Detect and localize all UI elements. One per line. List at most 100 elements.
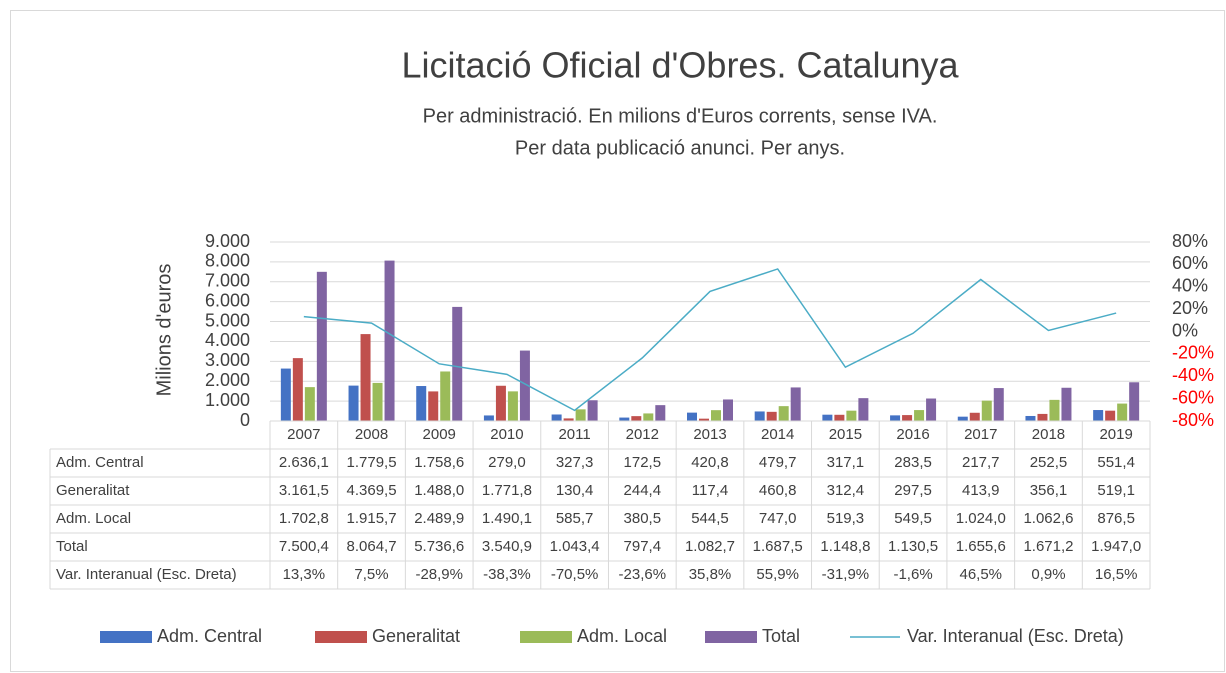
table-cell: 35,8% xyxy=(689,566,732,583)
bar xyxy=(981,400,992,421)
legend-label: Total xyxy=(762,626,800,646)
table-cell: -31,9% xyxy=(822,566,870,583)
bar xyxy=(643,413,654,421)
bar xyxy=(1117,403,1128,421)
legend-label: Var. Interanual (Esc. Dreta) xyxy=(907,626,1124,646)
legend-swatch xyxy=(100,631,152,643)
x-tick-label: 2012 xyxy=(626,426,659,443)
bar xyxy=(416,386,427,421)
bar xyxy=(655,405,666,421)
bar xyxy=(754,411,765,421)
table-cell: 130,4 xyxy=(556,482,594,499)
bar xyxy=(822,414,833,421)
table-cell: 1.043,4 xyxy=(550,538,600,555)
y-tick-label: 3.000 xyxy=(205,350,250,370)
table-cell: 5.736,6 xyxy=(414,538,464,555)
table-cell: 55,9% xyxy=(756,566,799,583)
bar xyxy=(619,417,630,421)
table-cell: 244,4 xyxy=(624,482,662,499)
bar xyxy=(575,409,586,421)
x-tick-label: 2015 xyxy=(829,426,862,443)
bar xyxy=(304,387,315,421)
y-tick-label: 5.000 xyxy=(205,310,250,330)
legend-swatch xyxy=(315,631,367,643)
y-tick-label: 7.000 xyxy=(205,271,250,291)
x-tick-label: 2009 xyxy=(423,426,456,443)
table-row-label: Generalitat xyxy=(56,482,130,499)
table-cell: 460,8 xyxy=(759,482,797,499)
table-cell: 172,5 xyxy=(624,454,662,471)
y-tick-label: 0 xyxy=(240,410,250,430)
bar xyxy=(551,414,562,421)
legend-label: Adm. Local xyxy=(577,626,667,646)
x-tick-label: 2011 xyxy=(558,426,590,443)
bar xyxy=(993,388,1004,421)
y-tick-label: 9.000 xyxy=(205,231,250,251)
table-cell: 7,5% xyxy=(354,566,388,583)
bar xyxy=(587,400,598,421)
bar xyxy=(1093,410,1104,421)
bar xyxy=(926,398,937,421)
bar xyxy=(902,415,913,421)
table-cell: 420,8 xyxy=(691,454,729,471)
table-cell: 2.489,9 xyxy=(414,510,464,527)
table-cell: 3.161,5 xyxy=(279,482,329,499)
bar xyxy=(440,371,451,421)
y2-tick-label: -80% xyxy=(1172,410,1214,430)
bar xyxy=(292,358,303,421)
table-cell: 1.062,6 xyxy=(1023,510,1073,527)
y2-tick-label: 0% xyxy=(1172,320,1198,340)
table-cell: 252,5 xyxy=(1030,454,1068,471)
bar xyxy=(483,415,494,421)
table-cell: 797,4 xyxy=(624,538,662,555)
table-cell: 356,1 xyxy=(1030,482,1068,499)
table-cell: 1.488,0 xyxy=(414,482,464,499)
table-cell: 876,5 xyxy=(1097,510,1135,527)
bar xyxy=(1061,387,1072,421)
x-tick-label: 2014 xyxy=(761,426,794,443)
bar xyxy=(778,406,789,421)
table-cell: 1.148,8 xyxy=(820,538,870,555)
table-cell: 1.771,8 xyxy=(482,482,532,499)
y2-tick-label: 20% xyxy=(1172,298,1208,318)
table-cell: 551,4 xyxy=(1097,454,1135,471)
bar xyxy=(1025,415,1036,421)
table-cell: 8.064,7 xyxy=(347,538,397,555)
table-cell: 519,1 xyxy=(1097,482,1135,499)
table-cell: 283,5 xyxy=(894,454,932,471)
table-cell: -70,5% xyxy=(551,566,599,583)
bar xyxy=(280,368,291,421)
table-cell: 1.082,7 xyxy=(685,538,735,555)
table-cell: 317,1 xyxy=(827,454,865,471)
table-cell: 479,7 xyxy=(759,454,797,471)
table-cell: 4.369,5 xyxy=(347,482,397,499)
table-cell: 413,9 xyxy=(962,482,1000,499)
y-tick-label: 6.000 xyxy=(205,290,250,310)
chart-subtitle: Per data publicació anunci. Per anys. xyxy=(515,137,845,159)
bar xyxy=(507,391,518,421)
bar xyxy=(846,410,857,421)
x-tick-label: 2010 xyxy=(490,426,523,443)
x-tick-label: 2016 xyxy=(896,426,929,443)
table-cell: 1.779,5 xyxy=(347,454,397,471)
bar xyxy=(1129,382,1140,421)
table-cell: 1.490,1 xyxy=(482,510,532,527)
y2-tick-label: 60% xyxy=(1172,253,1208,273)
bar xyxy=(723,399,733,421)
table-cell: 1.947,0 xyxy=(1091,538,1141,555)
x-tick-label: 2013 xyxy=(693,426,726,443)
table-cell: 217,7 xyxy=(962,454,1000,471)
bar xyxy=(699,418,709,421)
legend-label: Adm. Central xyxy=(157,626,262,646)
table-cell: 297,5 xyxy=(894,482,932,499)
y2-tick-label: 80% xyxy=(1172,231,1208,251)
table-cell: -38,3% xyxy=(483,566,531,583)
table-cell: 747,0 xyxy=(759,510,797,527)
table-cell: 1.915,7 xyxy=(347,510,397,527)
table-cell: 1.671,2 xyxy=(1023,538,1073,555)
table-cell: 0,9% xyxy=(1031,566,1065,583)
legend-swatch xyxy=(520,631,572,643)
y-tick-label: 8.000 xyxy=(205,251,250,271)
legend-label: Generalitat xyxy=(372,626,460,646)
